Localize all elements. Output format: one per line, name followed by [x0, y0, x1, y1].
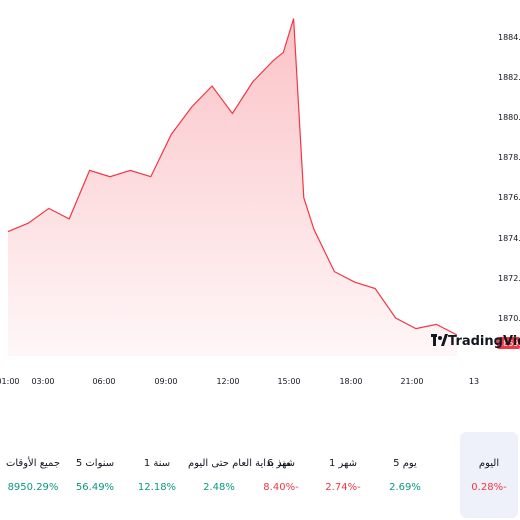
period-tab[interactable]: 6 شهر 8.40%- [250, 432, 312, 518]
period-label: جميع الأوقات [5, 458, 61, 469]
x-axis-tick-label: 13 [469, 377, 479, 386]
x-axis-tick-label: 15:00 [277, 377, 300, 386]
price-line [7, 18, 458, 336]
tradingview-logo: TradingView [431, 334, 520, 349]
period-label: 5 يوم [393, 458, 417, 469]
y-axis-tick-label: 1884.00 [498, 33, 520, 42]
x-axis-tick-label: 01:00 [0, 377, 20, 386]
period-change-value: 2.48% [203, 482, 235, 493]
period-tab[interactable]: 5 يوم 2.69% [374, 432, 436, 518]
price-chart-svg[interactable]: 1884.00 1882.00 1880.00 1878.00 1876.00 1874.… [0, 0, 520, 390]
y-axis-tick-label: 1878.00 [498, 153, 520, 162]
performance-periods: جميع الأوقات 8950.29% 5 سنوات 56.49% 1 سنة 12… [0, 432, 520, 518]
period-label: 1 سنة [143, 458, 171, 469]
x-axis-tick-label: 21:00 [400, 377, 423, 386]
period-tab[interactable]: جميع الأوقات 8950.29% [2, 432, 64, 518]
last-price-label: 1869.00 [498, 339, 520, 348]
y-axis-tick-label: 1874.00 [498, 234, 520, 243]
x-axis-tick-label: 12:00 [216, 377, 239, 386]
y-axis-tick-label: 1876.00 [498, 193, 520, 202]
x-axis-tick-label: 03:00 [31, 377, 54, 386]
price-chart[interactable]: 1884.00 1882.00 1880.00 1878.00 1876.00 1874.… [0, 0, 520, 390]
period-change-value: 2.69% [389, 482, 421, 493]
period-change-value: 12.18% [137, 482, 177, 493]
tradingview-logo-icon [431, 334, 448, 346]
period-tab[interactable]: منذ بداية العام حتى اليوم 2.48% [188, 432, 291, 518]
period-change-value: 8.40%- [263, 482, 299, 493]
period-label: 5 سنوات [75, 458, 115, 469]
tradingview-logo-text: TradingView [448, 334, 520, 349]
x-axis-tick-label: 06:00 [92, 377, 115, 386]
period-label: 1 شهر [328, 458, 358, 469]
period-label: 6 شهر [266, 458, 296, 469]
period-change-value: 0.28%- [471, 482, 507, 493]
y-axis-tick-label: 1870.00 [498, 314, 520, 323]
period-tab[interactable]: اليوم 0.28%- [460, 432, 518, 518]
period-change-value: 56.49% [75, 482, 115, 493]
y-axis-tick-label: 1872.00 [498, 274, 520, 283]
y-axis-tick-label: 1880.00 [498, 113, 520, 122]
period-tab[interactable]: 1 سنة 12.18% [126, 432, 188, 518]
period-label: اليوم [478, 458, 500, 469]
period-label: منذ بداية العام حتى اليوم [188, 458, 291, 469]
x-axis-tick-label: 09:00 [154, 377, 177, 386]
price-area-fill [8, 18, 457, 356]
last-price-tag [497, 337, 520, 349]
period-change-value: 8950.29% [7, 482, 59, 493]
y-axis-tick-label: 1882.00 [498, 73, 520, 82]
period-change-value: 2.74%- [325, 482, 361, 493]
x-axis-tick-label: 18:00 [339, 377, 362, 386]
period-tab[interactable]: 5 سنوات 56.49% [64, 432, 126, 518]
period-tab[interactable]: 1 شهر 2.74%- [312, 432, 374, 518]
